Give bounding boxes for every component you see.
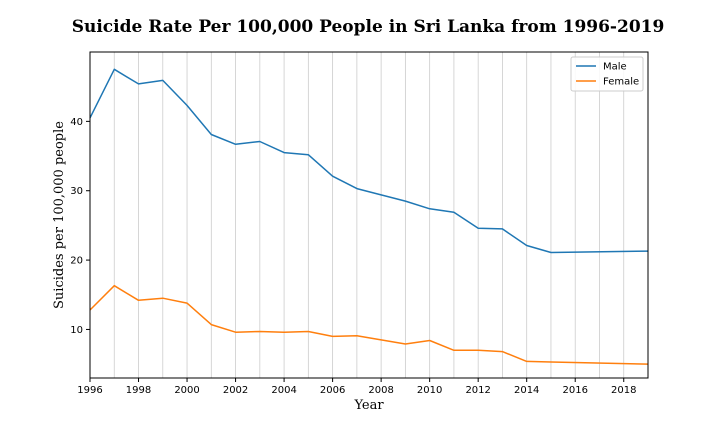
y-tick-label: 10 bbox=[70, 325, 83, 336]
x-tick-label: 2002 bbox=[223, 385, 248, 396]
series-line-female bbox=[89, 284, 649, 365]
x-tick-label: 2004 bbox=[271, 385, 296, 396]
x-axis-label: Year bbox=[353, 398, 384, 413]
x-tick-label: 2012 bbox=[465, 385, 490, 396]
x-tick-label: 2010 bbox=[417, 385, 442, 396]
y-tick-label: 30 bbox=[70, 186, 83, 197]
series-layer bbox=[89, 68, 649, 365]
grid bbox=[89, 52, 649, 378]
legend-label-female: Female bbox=[603, 77, 639, 88]
x-tick-label: 2018 bbox=[611, 385, 636, 396]
y-axis: 10 20 30 40 bbox=[70, 117, 90, 336]
x-tick-label: 2016 bbox=[562, 385, 587, 396]
x-tick-label: 2008 bbox=[368, 385, 393, 396]
x-tick-label: 2000 bbox=[174, 385, 199, 396]
x-tick-label: 2006 bbox=[320, 385, 345, 396]
legend-label-male: Male bbox=[603, 62, 627, 73]
legend: Male Female bbox=[570, 56, 644, 92]
x-tick-label: 1996 bbox=[77, 385, 102, 396]
y-axis-label: Suicides per 100,000 people bbox=[52, 121, 67, 309]
x-tick-label: 1998 bbox=[126, 385, 151, 396]
chart-title: Suicide Rate Per 100,000 People in Sri L… bbox=[72, 17, 665, 37]
y-tick-label: 20 bbox=[70, 256, 83, 267]
y-tick-label: 40 bbox=[70, 117, 83, 128]
x-axis: 1996 1998 2000 2002 2004 2006 2008 2010 2012 2014… bbox=[77, 378, 636, 396]
x-tick-label: 2014 bbox=[514, 385, 539, 396]
series-line-male bbox=[89, 68, 649, 254]
plot-frame bbox=[89, 51, 649, 379]
